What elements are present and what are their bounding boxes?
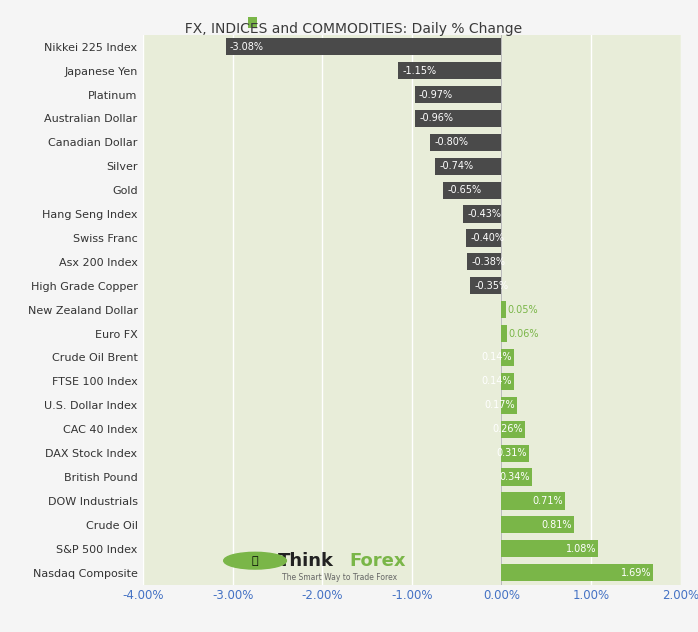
Text: 0.14%: 0.14% — [482, 377, 512, 386]
Text: -0.43%: -0.43% — [468, 209, 501, 219]
Text: 0.81%: 0.81% — [542, 520, 572, 530]
Bar — [468, 253, 501, 270]
Text: 0.14%: 0.14% — [482, 353, 512, 363]
Bar — [501, 468, 532, 485]
Bar — [501, 301, 506, 319]
Text: -0.96%: -0.96% — [420, 113, 454, 123]
Text: -0.74%: -0.74% — [440, 161, 474, 171]
Text: -0.65%: -0.65% — [447, 185, 482, 195]
Text: 0.17%: 0.17% — [484, 400, 515, 410]
Bar — [501, 492, 565, 509]
Bar — [501, 325, 507, 342]
Text: -0.40%: -0.40% — [470, 233, 504, 243]
Text: 0.26%: 0.26% — [492, 424, 523, 434]
Bar — [501, 397, 517, 414]
Bar — [501, 444, 529, 462]
Bar — [443, 181, 501, 198]
Text: Forex: Forex — [349, 552, 406, 569]
Text: FX, INDICES and COMMODITIES: Daily % Change: FX, INDICES and COMMODITIES: Daily % Cha… — [176, 22, 522, 36]
Bar — [430, 134, 501, 151]
Text: 0.31%: 0.31% — [497, 448, 528, 458]
Text: 0.05%: 0.05% — [507, 305, 538, 315]
Text: 1.69%: 1.69% — [621, 568, 651, 578]
Bar — [225, 38, 501, 56]
Text: 💡: 💡 — [252, 556, 258, 566]
Text: Think: Think — [278, 552, 334, 569]
Bar — [470, 277, 501, 295]
Text: 0.71%: 0.71% — [533, 496, 563, 506]
Bar — [415, 110, 501, 127]
Bar — [501, 349, 514, 366]
Text: -0.97%: -0.97% — [419, 90, 453, 99]
Text: 0.34%: 0.34% — [500, 472, 530, 482]
Bar — [415, 86, 501, 103]
Circle shape — [223, 552, 286, 569]
Text: -0.35%: -0.35% — [475, 281, 509, 291]
Text: -1.15%: -1.15% — [403, 66, 437, 76]
Bar — [501, 516, 574, 533]
Bar — [501, 540, 598, 557]
Bar — [435, 157, 501, 175]
Bar — [501, 373, 514, 390]
Text: -3.08%: -3.08% — [230, 42, 264, 52]
Bar — [399, 62, 501, 79]
Text: 1.08%: 1.08% — [566, 544, 596, 554]
Bar — [501, 564, 653, 581]
Text: -0.38%: -0.38% — [472, 257, 506, 267]
Text: 0.06%: 0.06% — [509, 329, 539, 339]
Text: -0.80%: -0.80% — [434, 137, 468, 147]
Bar — [463, 205, 501, 222]
Bar — [466, 229, 501, 246]
Text: The Smart Way to Trade Forex: The Smart Way to Trade Forex — [282, 573, 397, 582]
Bar — [501, 421, 525, 438]
